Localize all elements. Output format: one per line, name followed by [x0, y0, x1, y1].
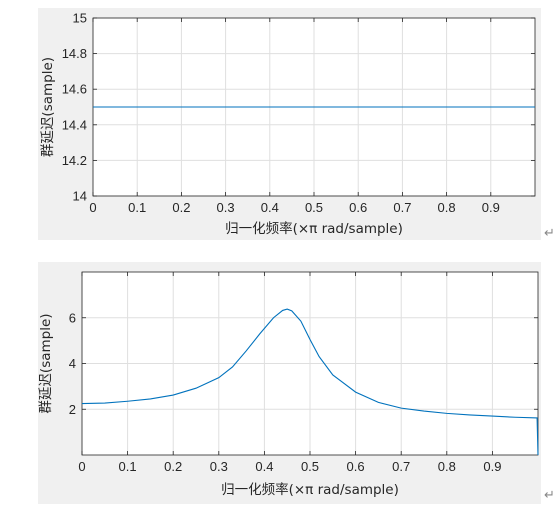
- y-tick-label: 14.2: [62, 153, 87, 168]
- y-tick-label: 14.6: [62, 82, 87, 97]
- y-tick-label: 4: [69, 356, 76, 371]
- y-tick-label: 15: [73, 11, 87, 26]
- x-tick-label: 0: [89, 200, 96, 215]
- y-tick-label: 14.4: [62, 117, 87, 132]
- y-tick-label: 14.8: [62, 46, 87, 61]
- y-axis-label: 群延迟(sample): [40, 57, 56, 157]
- x-tick-label: 0.5: [305, 200, 323, 215]
- chart-panel-1: 0 0.1 0.2 0.3 0.4 0.5 0.6 0.7 0.8 0.9 14 14.2 14.4 14…: [38, 8, 541, 240]
- y-tick-label: 6: [69, 310, 76, 325]
- x-tick-label: 0.6: [347, 459, 365, 474]
- paragraph-mark: ↵: [544, 226, 555, 241]
- x-axis-label: 归一化频率(×π rad/sample): [221, 481, 399, 498]
- x-tick-label: 0.4: [261, 200, 279, 215]
- x-tick-label: 0.3: [217, 200, 235, 215]
- x-tick-label: 0.2: [172, 200, 190, 215]
- x-tick-label: 0.8: [438, 200, 456, 215]
- paragraph-mark: ↵: [544, 488, 555, 503]
- x-tick-label: 0.3: [210, 459, 228, 474]
- x-tick-label: 0.8: [438, 459, 456, 474]
- y-axis-label: 群延迟(sample): [38, 313, 54, 413]
- group-delay-chart-2: 0 0.1 0.2 0.3 0.4 0.5 0.6 0.7 0.8 0.9 2 4 6 归一化频率(×π …: [38, 271, 539, 498]
- x-tick-label: 0.1: [128, 200, 146, 215]
- x-tick-label: 0.5: [301, 459, 319, 474]
- group-delay-chart-1: 0 0.1 0.2 0.3 0.4 0.5 0.6 0.7 0.8 0.9 14 14.2 14.4 14…: [40, 11, 536, 237]
- y-tick-label: 14: [73, 189, 87, 204]
- x-tick-label: 0: [78, 459, 85, 474]
- x-tick-label: 0.9: [482, 200, 500, 215]
- group-delay-line: [81, 308, 539, 456]
- y-tick-label: 2: [69, 402, 76, 417]
- x-tick-label: 0.2: [164, 459, 182, 474]
- x-axis-label: 归一化频率(×π rad/sample): [225, 220, 403, 237]
- x-tick-label: 0.4: [255, 459, 273, 474]
- x-tick-label: 0.1: [119, 459, 137, 474]
- x-tick-label: 0.6: [349, 200, 367, 215]
- chart-panel-2: 0 0.1 0.2 0.3 0.4 0.5 0.6 0.7 0.8 0.9 2 4 6 归一化频率(×π …: [38, 262, 541, 504]
- x-tick-label: 0.9: [483, 459, 501, 474]
- x-tick-label: 0.7: [393, 200, 411, 215]
- x-tick-label: 0.7: [392, 459, 410, 474]
